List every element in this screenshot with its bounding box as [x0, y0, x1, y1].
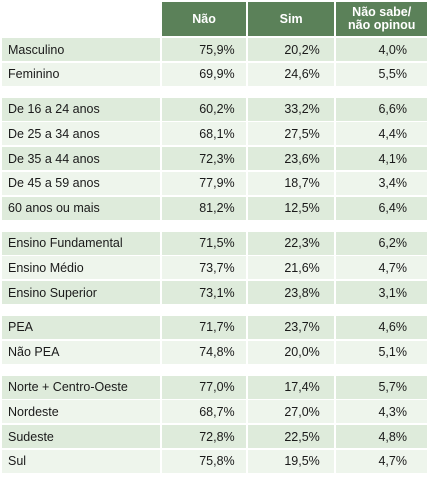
- value-cell: 72,8%: [162, 425, 246, 449]
- value-cell: 4,7%: [336, 256, 427, 280]
- row-group: Ensino Fundamental 71,5% 22,3% 6,2% Ensino M…: [2, 231, 427, 305]
- value-cell: 73,1%: [162, 281, 246, 305]
- value-cell: 20,0%: [247, 340, 335, 364]
- value-cell: 12,5%: [247, 196, 335, 220]
- row-label: De 25 a 34 anos: [2, 122, 161, 146]
- row-label: Sudeste: [2, 425, 161, 449]
- value-cell: 5,1%: [336, 340, 427, 364]
- value-cell: 24,6%: [247, 62, 335, 86]
- value-cell: 23,6%: [247, 147, 335, 171]
- value-cell: 4,8%: [336, 425, 427, 449]
- table-row: Norte + Centro-Oeste 77,0% 17,4% 5,7%: [2, 375, 427, 399]
- value-cell: 23,8%: [247, 281, 335, 305]
- group-separator: [2, 222, 427, 232]
- row-label: Ensino Fundamental: [2, 231, 161, 255]
- row-label: Nordeste: [2, 400, 161, 424]
- value-cell: 3,4%: [336, 171, 427, 195]
- value-cell: 77,0%: [162, 375, 246, 399]
- table-row: Masculino 75,9% 20,2% 4,0%: [2, 38, 427, 61]
- table-row: Ensino Superior 73,1% 23,8% 3,1%: [2, 281, 427, 305]
- value-cell: 23,7%: [247, 315, 335, 339]
- row-label: PEA: [2, 315, 161, 339]
- value-cell: 22,3%: [247, 231, 335, 255]
- value-cell: 75,8%: [162, 449, 246, 473]
- table-row: Feminino 69,9% 24,6% 5,5%: [2, 62, 427, 86]
- group-separator: [2, 88, 427, 98]
- value-cell: 69,9%: [162, 62, 246, 86]
- header-nao-sabe-text: Não sabe/ não opinou: [348, 5, 416, 32]
- value-cell: 73,7%: [162, 256, 246, 280]
- header-cell-nao: Não: [162, 2, 246, 36]
- row-label: 60 anos ou mais: [2, 196, 161, 220]
- row-group: PEA 71,7% 23,7% 4,6% Não PEA 74,8% 20,0% 5,1%: [2, 315, 427, 364]
- table-row: Não PEA 74,8% 20,0% 5,1%: [2, 340, 427, 364]
- header-cell-empty: [2, 2, 161, 36]
- table-row: De 16 a 24 anos 60,2% 33,2% 6,6%: [2, 97, 427, 121]
- value-cell: 27,5%: [247, 122, 335, 146]
- group-separator: [2, 306, 427, 316]
- value-cell: 77,9%: [162, 171, 246, 195]
- value-cell: 72,3%: [162, 147, 246, 171]
- value-cell: 22,5%: [247, 425, 335, 449]
- value-cell: 68,7%: [162, 400, 246, 424]
- value-cell: 4,4%: [336, 122, 427, 146]
- table-row: Ensino Fundamental 71,5% 22,3% 6,2%: [2, 231, 427, 255]
- row-label: De 35 a 44 anos: [2, 147, 161, 171]
- row-group: De 16 a 24 anos 60,2% 33,2% 6,6% De 25 a 34 …: [2, 97, 427, 220]
- value-cell: 74,8%: [162, 340, 246, 364]
- table-row: De 25 a 34 anos 68,1% 27,5% 4,4%: [2, 122, 427, 146]
- value-cell: 18,7%: [247, 171, 335, 195]
- row-label: Ensino Superior: [2, 281, 161, 305]
- table-row: 60 anos ou mais 81,2% 12,5% 6,4%: [2, 196, 427, 220]
- row-label: Não PEA: [2, 340, 161, 364]
- value-cell: 6,2%: [336, 231, 427, 255]
- row-label: De 45 a 59 anos: [2, 171, 161, 195]
- row-group: Norte + Centro-Oeste 77,0% 17,4% 5,7% Nordes…: [2, 375, 427, 473]
- value-cell: 17,4%: [247, 375, 335, 399]
- header-cell-sim: Sim: [247, 2, 335, 36]
- value-cell: 6,4%: [336, 196, 427, 220]
- table-row: Nordeste 68,7% 27,0% 4,3%: [2, 400, 427, 424]
- value-cell: 6,6%: [336, 97, 427, 121]
- value-cell: 4,7%: [336, 449, 427, 473]
- table-body: Masculino 75,9% 20,2% 4,0% Feminino 69,9% 24,6…: [2, 38, 427, 473]
- value-cell: 71,5%: [162, 231, 246, 255]
- value-cell: 5,5%: [336, 62, 427, 86]
- row-label: Masculino: [2, 38, 161, 61]
- value-cell: 4,1%: [336, 147, 427, 171]
- table-row: Sul 75,8% 19,5% 4,7%: [2, 449, 427, 473]
- table-header: Não Sim Não sabe/ não opinou: [2, 2, 427, 36]
- row-label: De 16 a 24 anos: [2, 97, 161, 121]
- table-row: Ensino Médio 73,7% 21,6% 4,7%: [2, 256, 427, 280]
- row-group: Masculino 75,9% 20,2% 4,0% Feminino 69,9% 24,6…: [2, 38, 427, 86]
- value-cell: 60,2%: [162, 97, 246, 121]
- value-cell: 27,0%: [247, 400, 335, 424]
- value-cell: 75,9%: [162, 38, 246, 61]
- value-cell: 4,3%: [336, 400, 427, 424]
- value-cell: 81,2%: [162, 196, 246, 220]
- table-row: PEA 71,7% 23,7% 4,6%: [2, 315, 427, 339]
- group-separator: [2, 366, 427, 376]
- row-label: Sul: [2, 449, 161, 473]
- table-row: Sudeste 72,8% 22,5% 4,8%: [2, 425, 427, 449]
- header-cell-nao-sabe: Não sabe/ não opinou: [336, 2, 427, 36]
- table-row: De 45 a 59 anos 77,9% 18,7% 3,4%: [2, 171, 427, 195]
- value-cell: 21,6%: [247, 256, 335, 280]
- value-cell: 71,7%: [162, 315, 246, 339]
- value-cell: 4,6%: [336, 315, 427, 339]
- value-cell: 3,1%: [336, 281, 427, 305]
- value-cell: 19,5%: [247, 449, 335, 473]
- value-cell: 68,1%: [162, 122, 246, 146]
- value-cell: 4,0%: [336, 38, 427, 61]
- row-label: Ensino Médio: [2, 256, 161, 280]
- row-label: Feminino: [2, 62, 161, 86]
- table-row: De 35 a 44 anos 72,3% 23,6% 4,1%: [2, 147, 427, 171]
- value-cell: 20,2%: [247, 38, 335, 61]
- row-label: Norte + Centro-Oeste: [2, 375, 161, 399]
- value-cell: 5,7%: [336, 375, 427, 399]
- value-cell: 33,2%: [247, 97, 335, 121]
- data-table: Não Sim Não sabe/ não opinou Masculino 75…: [2, 2, 427, 475]
